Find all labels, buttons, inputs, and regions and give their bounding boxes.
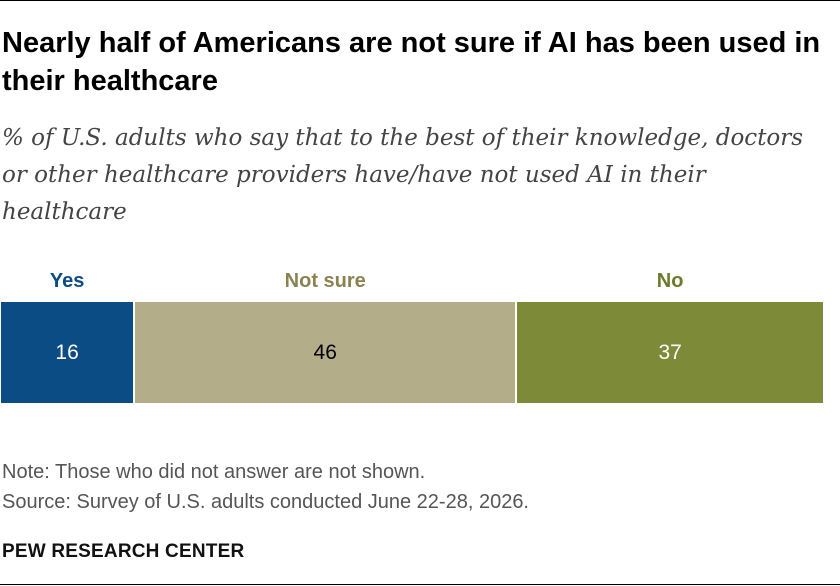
bar-value-not-sure: 46 xyxy=(313,340,337,364)
bottom-rule xyxy=(0,584,840,585)
chart-note: Note: Those who did not answer are not s… xyxy=(2,461,426,483)
chart-subtitle: % of U.S. adults who say that to the bes… xyxy=(2,125,804,225)
organization-name: PEW RESEARCH CENTER xyxy=(2,541,245,562)
bar-value-no: 37 xyxy=(658,340,682,364)
category-label-not-sure: Not sure xyxy=(284,270,366,292)
bar-yes: 16 xyxy=(1,302,134,403)
category-label-no: No xyxy=(656,270,684,292)
bar-not-sure: 46 xyxy=(135,302,516,403)
stacked-bar-chart: 16 Yes 46 Not sure 37 No xyxy=(0,265,840,410)
chart-source: Source: Survey of U.S. adults conducted … xyxy=(2,491,529,513)
top-rule xyxy=(0,0,840,1)
chart-title: Nearly half of Americans are not sure if… xyxy=(2,27,821,97)
bar-value-yes: 16 xyxy=(55,340,79,364)
bar-no: 37 xyxy=(517,302,823,403)
category-label-yes: Yes xyxy=(49,270,85,292)
